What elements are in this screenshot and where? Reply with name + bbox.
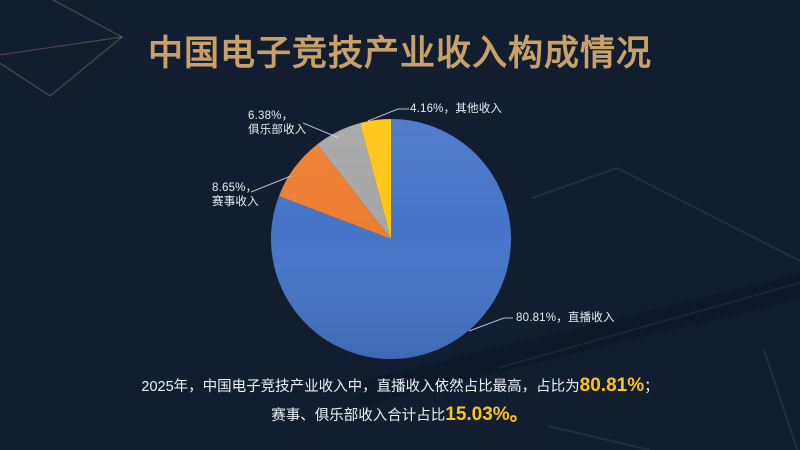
callout-event-income: 8.65%， 赛事收入 [212, 181, 259, 209]
callout-club-percent: 6.38%， [248, 110, 294, 122]
callout-club-income: 6.38%， 俱乐部收入 [248, 109, 307, 137]
leader-line-club [302, 122, 340, 139]
summary-line2-highlight: 15.03%。 [445, 404, 529, 425]
decor-gold-wire-triangles [0, 0, 124, 97]
callout-leader-lines [250, 108, 513, 332]
callout-live-income: 80.81%，直播收入 [516, 311, 615, 325]
leader-line-event [250, 175, 292, 193]
page-title: 中国电子竞技产业收入构成情况 [147, 34, 652, 73]
callout-other-text: 4.16%，其他收入 [410, 103, 503, 115]
decor-dark-band [360, 273, 800, 406]
leader-line-live [468, 317, 513, 332]
summary-line1-end: ； [644, 379, 659, 395]
callout-event-label: 赛事收入 [212, 196, 259, 208]
callout-club-label: 俱乐部收入 [248, 124, 307, 136]
callout-event-percent: 8.65%， [212, 182, 258, 194]
summary-line1-text: 2025年，中国电子竞技产业收入中，直播收入依然占比最高，占比为 [141, 379, 580, 395]
summary-caption: 2025年，中国电子竞技产业收入中，直播收入依然占比最高，占比为80.81%； … [0, 372, 800, 430]
summary-line2-text: 赛事、俱乐部收入合计占比 [271, 408, 446, 424]
leader-line-other [367, 108, 409, 122]
summary-line-1: 2025年，中国电子竞技产业收入中，直播收入依然占比最高，占比为80.81%； [0, 372, 800, 401]
callout-live-text: 80.81%，直播收入 [516, 312, 615, 324]
callout-other-income: 4.16%，其他收入 [410, 102, 502, 116]
decor-gray-wire-triangles [497, 166, 800, 450]
summary-line1-highlight: 80.81% [579, 375, 645, 396]
pie-shading-overlay [271, 119, 511, 359]
summary-line-2: 赛事、俱乐部收入合计占比15.03%。 [0, 401, 800, 430]
